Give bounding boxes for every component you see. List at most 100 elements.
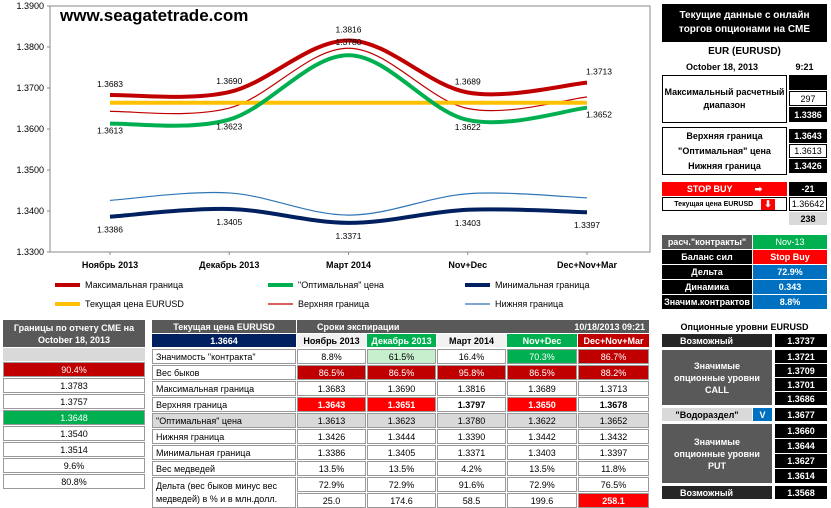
site-title: www.seagatetrade.com bbox=[60, 6, 249, 25]
put-level-value: 1.3644 bbox=[775, 439, 827, 453]
upper-bound-label: Верхняя граница bbox=[686, 131, 763, 141]
table-cell: 1.3651 bbox=[367, 397, 436, 412]
table-cell: 8.8% bbox=[297, 349, 366, 364]
optimal-label: "Оптимальная" цена bbox=[678, 146, 771, 156]
table-row-label: Дельта (вес быков минус вес медведей) в %… bbox=[152, 477, 296, 508]
column-header: Ноябрь 2013 bbox=[297, 334, 366, 347]
series-line bbox=[109, 53, 588, 128]
table-cell: 1.3816 bbox=[437, 381, 506, 396]
table-price: 1.3664 bbox=[152, 334, 296, 347]
max-range-label: Максимальный расчетный диапазон bbox=[662, 75, 787, 123]
price-levels-chart: 1.3300 1.3400 1.3500 1.3600 1.3700 1.3800 1.39… bbox=[16, 1, 651, 309]
significance-label: Значим.контрактов bbox=[662, 295, 752, 309]
table-cell: 4.2% bbox=[437, 461, 506, 476]
table-cell: 1.3797 bbox=[437, 397, 506, 412]
table-cell: 258.1 bbox=[578, 493, 649, 508]
options-bottom-value: 1.3568 bbox=[775, 486, 827, 499]
stop-buy-label: STOP BUY ➡ bbox=[662, 182, 787, 196]
cme-upper-bound: 1.3757 bbox=[3, 394, 145, 409]
max-value-label: 1.3816 bbox=[336, 24, 362, 34]
cme-bound-blank bbox=[3, 348, 145, 361]
table-cell: 1.3690 bbox=[367, 381, 436, 396]
table-cell: 1.3623 bbox=[367, 413, 436, 428]
column-header: Декабрь 2013 bbox=[367, 334, 436, 347]
stop-buy-value: -21 bbox=[789, 182, 827, 196]
max-value-label: 1.3690 bbox=[216, 76, 242, 86]
y-tick-label: 1.3400 bbox=[16, 206, 44, 216]
contracts-label: расч."контракты" bbox=[662, 235, 752, 249]
optimal-value-label: 1.3613 bbox=[97, 126, 123, 136]
table-cell: 1.3405 bbox=[367, 445, 436, 460]
options-top-label: Возможный bbox=[662, 334, 772, 347]
watershed-mark: V bbox=[753, 408, 772, 421]
max-range-lower: 1.3386 bbox=[789, 107, 827, 122]
cme-lower-bound: 1.3540 bbox=[3, 426, 145, 441]
expiry-label: Сроки экспирации bbox=[297, 320, 497, 333]
table-row-label: Верхняя граница bbox=[152, 397, 296, 412]
significance-value: 8.8% bbox=[753, 295, 827, 309]
put-level-value: 1.3627 bbox=[775, 454, 827, 468]
put-levels-label: Значимые опционные уровни PUT bbox=[662, 424, 772, 483]
max-value-label: 1.3689 bbox=[455, 77, 481, 87]
y-tick-label: 1.3300 bbox=[16, 247, 44, 257]
table-cell: 13.5% bbox=[507, 461, 577, 476]
table-cell: 25.0 bbox=[297, 493, 366, 508]
cme-bear-weight: 9.6% bbox=[3, 458, 145, 473]
table-cell: 1.3678 bbox=[578, 397, 649, 412]
pair-label: EUR (EURUSD) bbox=[708, 45, 781, 57]
put-level-value: 1.3614 bbox=[775, 469, 827, 483]
put-level-value: 1.3660 bbox=[775, 424, 827, 438]
optimal-value-label: 1.3623 bbox=[216, 122, 242, 132]
table-cell: 1.3444 bbox=[367, 429, 436, 444]
arrow-right-icon: ➡ bbox=[754, 183, 763, 194]
y-tick-label: 1.3700 bbox=[16, 83, 44, 93]
delta-label: Дельта bbox=[662, 265, 752, 279]
table-row-label: "Оптимальная" цена bbox=[152, 413, 296, 428]
max-value-label: 1.3683 bbox=[97, 79, 123, 89]
bounds-box bbox=[662, 127, 787, 175]
max-range-points: 297 bbox=[789, 91, 827, 106]
series-line bbox=[109, 206, 588, 225]
legend-label: Текущая цена EURUSD bbox=[85, 299, 184, 309]
call-levels-label: Значимые опционные уровни CALL bbox=[662, 350, 772, 405]
table-cell: 13.5% bbox=[367, 461, 436, 476]
options-header: Опционные уровни EURUSD bbox=[680, 321, 809, 332]
table-row-label: Вес медведей bbox=[152, 461, 296, 476]
table-cell: 16.4% bbox=[437, 349, 506, 364]
table-cell: 11.8% bbox=[578, 461, 649, 476]
call-level-value: 1.3701 bbox=[775, 378, 827, 391]
y-tick-label: 1.3600 bbox=[16, 124, 44, 134]
table-row-label-line: медведей) в % и в млн.долл. bbox=[156, 493, 278, 504]
table-cell: 61.5% bbox=[367, 349, 436, 364]
table-cell: 13.5% bbox=[297, 461, 366, 476]
x-tick-label: Dec+Nov+Mar bbox=[557, 260, 618, 270]
lower-bound-label: Нижняя граница bbox=[688, 161, 761, 171]
table-cell: 1.3652 bbox=[578, 413, 649, 428]
delta-value: 72.9% bbox=[753, 265, 827, 279]
options-bottom-label: Возможный bbox=[662, 486, 772, 499]
column-header: Nov+Dec bbox=[507, 334, 577, 347]
table-cell: 1.3689 bbox=[507, 381, 577, 396]
optimal-value: 1.3613 bbox=[789, 144, 827, 158]
table-cell: 72.9% bbox=[297, 477, 366, 492]
table-corner: Текущая цена EURUSD bbox=[152, 320, 296, 333]
x-tick-label: Декабрь 2013 bbox=[199, 260, 259, 270]
table-cell: 1.3643 bbox=[297, 397, 366, 412]
table-row-label-line: Дельта (вес быков минус вес bbox=[156, 480, 277, 491]
table-cell: 1.3386 bbox=[297, 445, 366, 460]
legend-label: Верхняя граница bbox=[298, 299, 369, 309]
x-tick-label: Ноябрь 2013 bbox=[82, 260, 138, 270]
series-line bbox=[109, 47, 588, 115]
table-cell: 1.3650 bbox=[507, 397, 577, 412]
table-cell: 1.3397 bbox=[578, 445, 649, 460]
cme-bull-weight: 90.4% bbox=[3, 362, 145, 377]
legend-label: Максимальная граница bbox=[85, 280, 183, 290]
min-value-label: 1.3386 bbox=[97, 225, 123, 235]
call-level-value: 1.3721 bbox=[775, 350, 827, 363]
report-date: October 18, 2013 bbox=[685, 61, 759, 72]
cme-optimal: 1.3648 bbox=[3, 410, 145, 425]
series-line bbox=[109, 38, 588, 99]
legend-label: Нижняя граница bbox=[495, 299, 563, 309]
table-cell: 1.3403 bbox=[507, 445, 577, 460]
column-header: Март 2014 bbox=[437, 334, 506, 347]
